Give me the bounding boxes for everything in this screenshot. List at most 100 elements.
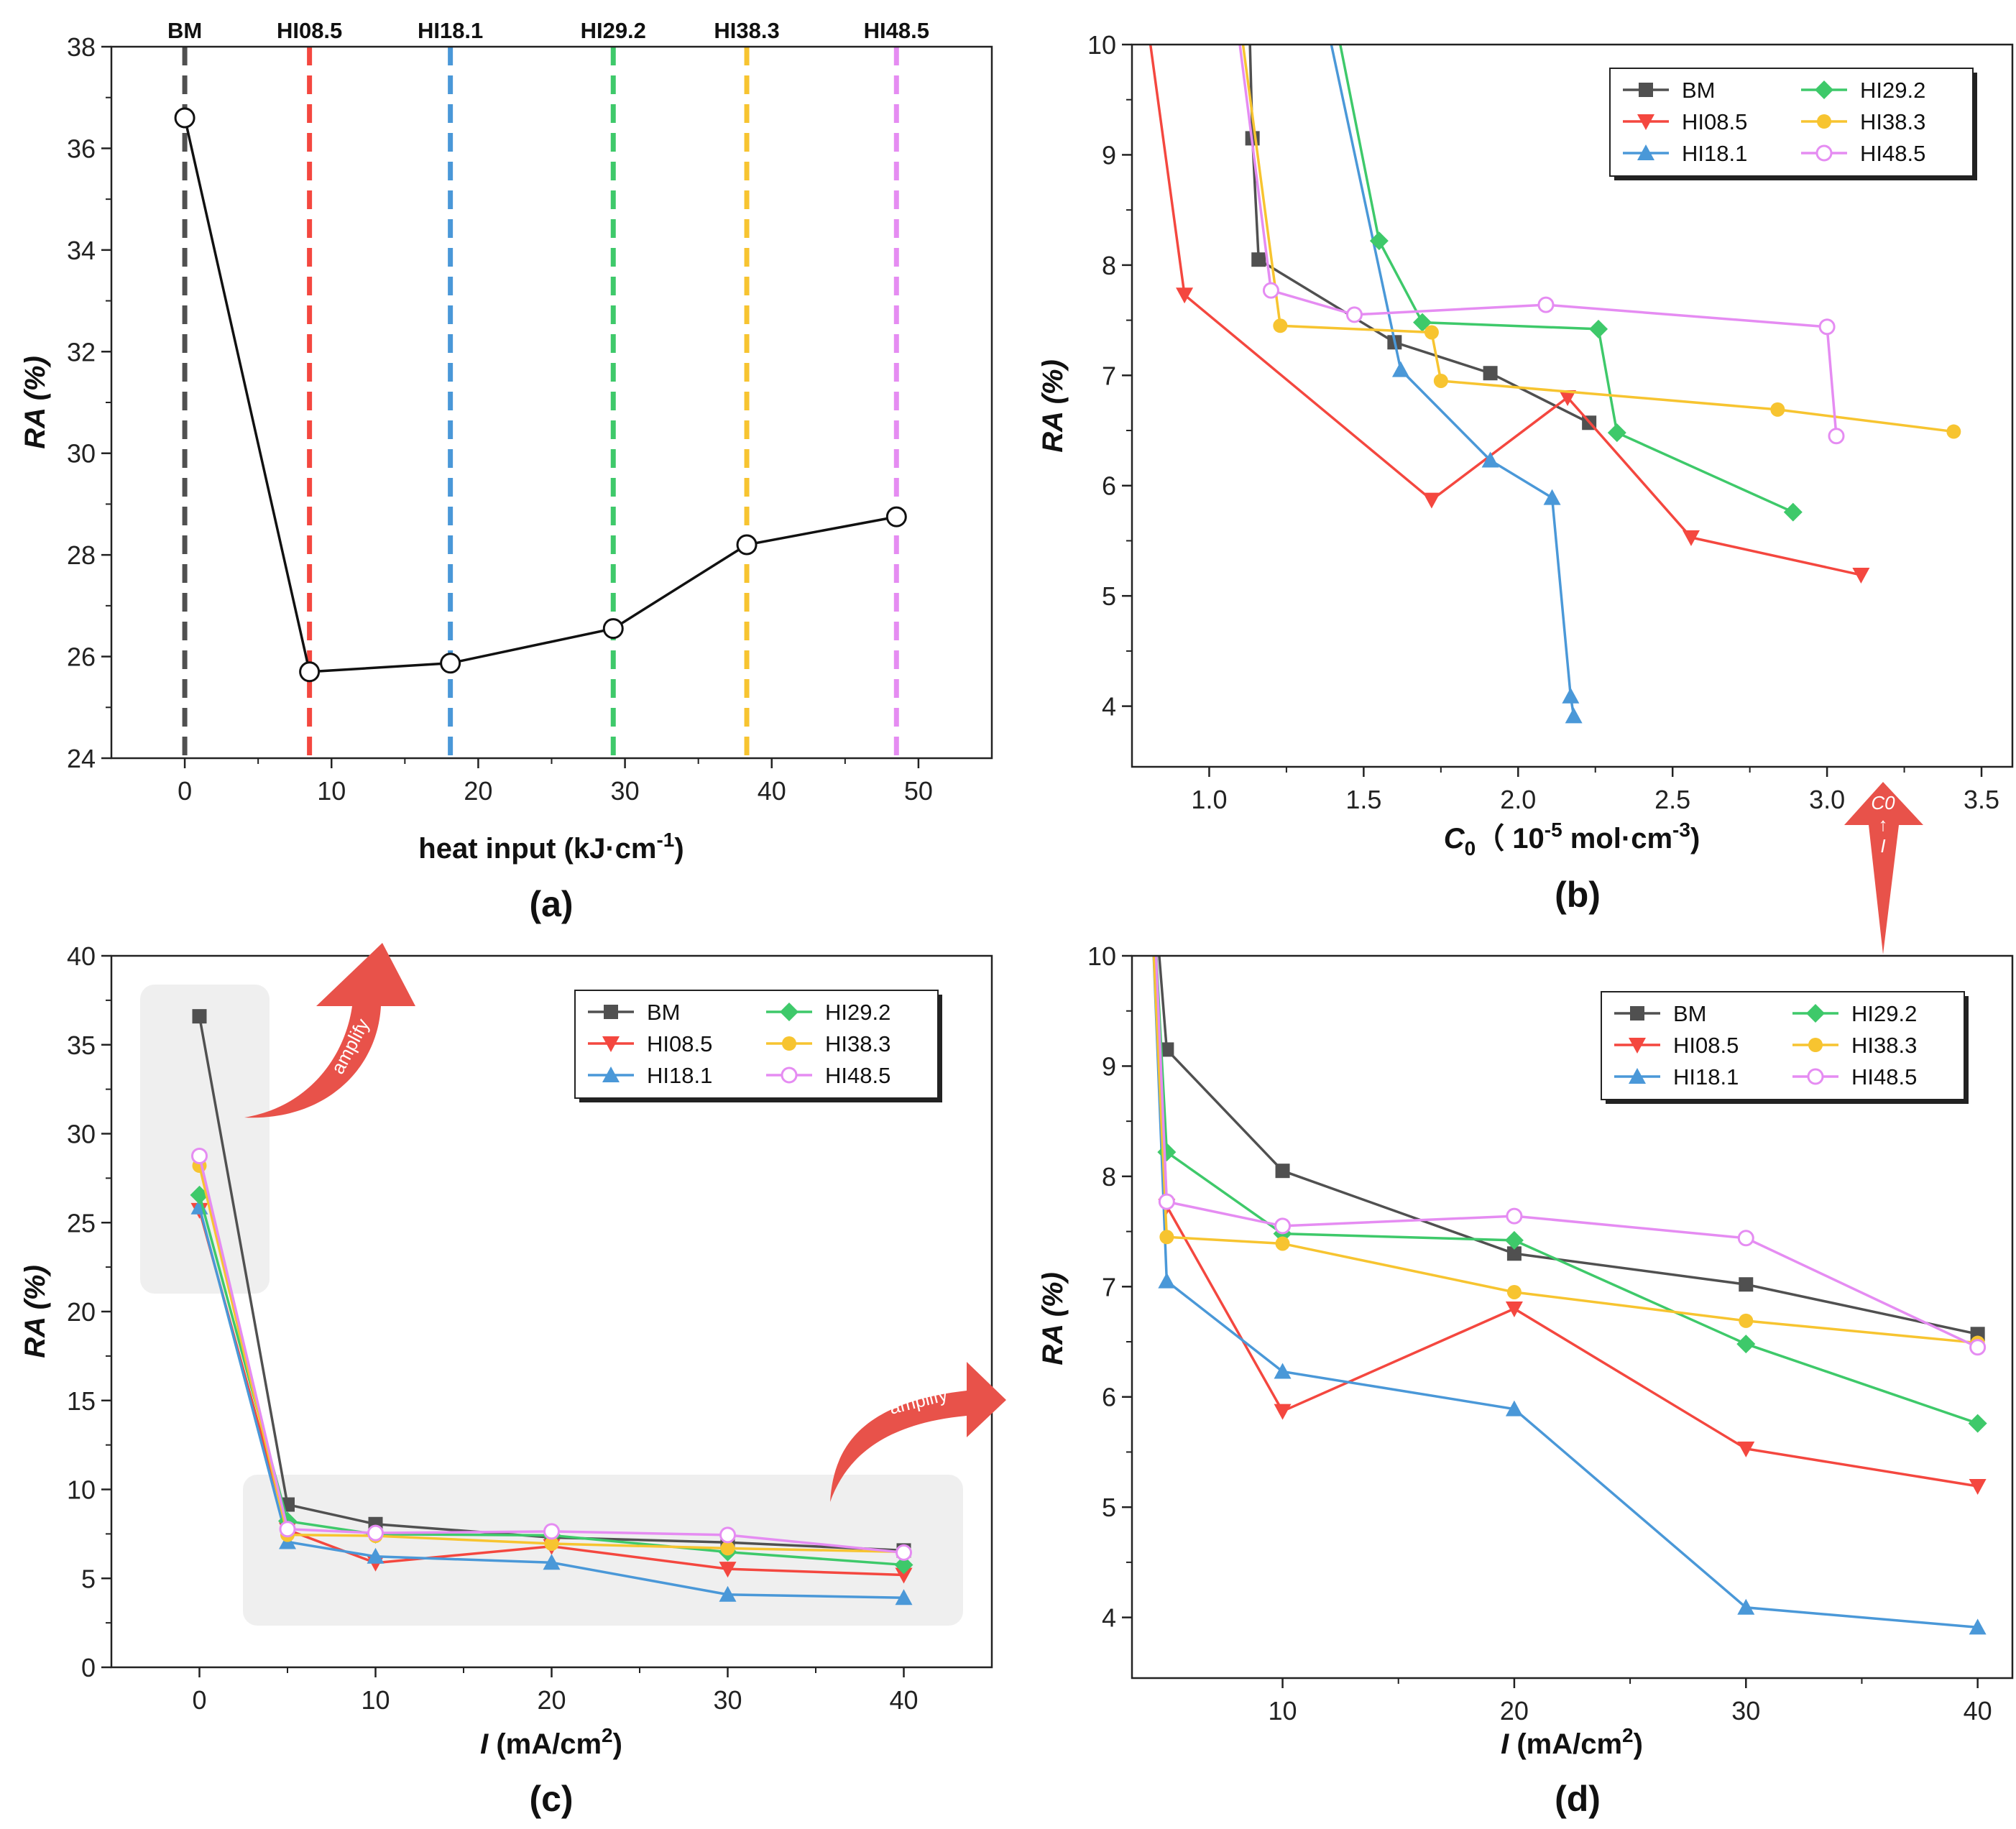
data-point-HI48.5 xyxy=(543,1523,560,1540)
data-point-HI18.1 xyxy=(719,1585,737,1602)
data-point-HI38.3 xyxy=(1739,1313,1754,1328)
data-point-HI08.5 xyxy=(1682,530,1700,546)
data-point-HI29.2 xyxy=(1783,502,1803,522)
axis-ticks-b: 1.0 1.5 2.0 2.5 3.0 3.5 4 5 6 7 8 9 10 xyxy=(1087,30,1999,814)
y-tick-label: 9 xyxy=(1102,140,1116,170)
y-tick-label: 10 xyxy=(1087,30,1116,60)
y-tick-label: 28 xyxy=(67,540,96,570)
y-tick-label: 20 xyxy=(67,1297,96,1327)
y-tick-label: 25 xyxy=(67,1208,96,1238)
legend-label-HI29.2: HI29.2 xyxy=(1851,1001,1917,1026)
data-point-HI29.2 xyxy=(1736,1335,1756,1354)
y-tick-label: 24 xyxy=(67,744,96,773)
data-point-HI29.2 xyxy=(894,1555,913,1575)
y-tick-label: 36 xyxy=(67,134,96,163)
data-point-HI48.5 xyxy=(719,1526,736,1544)
legend-box xyxy=(1601,991,1965,1100)
series-line-HI18.1 xyxy=(1152,956,1978,1629)
highlight-box-left xyxy=(140,985,270,1294)
legend-marker-HI38.3 xyxy=(1808,1038,1823,1052)
chart-panel-d: 10 20 30 40 4 5 6 7 8 9 10 BM HI08.5 HI18.1 HI29.2 HI3… xyxy=(1037,941,2014,1819)
data-point-HI48.5 xyxy=(191,1147,208,1164)
legend-marker-HI38.3 xyxy=(1817,114,1831,129)
legend-label-HI29.2: HI29.2 xyxy=(825,1000,890,1025)
data-point-HI38.3 xyxy=(1506,1284,1522,1299)
x-tick-label: 0 xyxy=(178,776,192,806)
y-tick-label: 4 xyxy=(1102,1603,1116,1633)
arrow-up-glyph: ↑ xyxy=(1879,814,1888,835)
data-point-BM xyxy=(1506,1246,1522,1261)
legend-label-HI38.3: HI38.3 xyxy=(1851,1033,1917,1058)
legend-label-HI48.5: HI48.5 xyxy=(1851,1064,1917,1089)
data-point-RA xyxy=(174,107,195,129)
panel-label-b: (b) xyxy=(1555,875,1601,915)
reference-label: HI38.3 xyxy=(714,18,779,43)
data-point-HI48.5 xyxy=(1158,1193,1175,1210)
data-point-HI48.5 xyxy=(1506,1207,1523,1225)
plot-frame-b xyxy=(1131,43,2014,768)
legend-marker-BM xyxy=(604,1005,618,1019)
legend-label-BM: BM xyxy=(647,1000,681,1025)
legend-d: BM HI08.5 HI18.1 HI29.2 HI38.3 HI48.5 xyxy=(1601,991,1969,1104)
x-tick-label: 20 xyxy=(537,1685,566,1715)
legend-label-HI18.1: HI18.1 xyxy=(647,1063,712,1088)
y-tick-label: 6 xyxy=(1102,1383,1116,1412)
legend-marker-HI48.5 xyxy=(1815,144,1833,162)
legend-label-HI18.1: HI18.1 xyxy=(1682,141,1747,166)
panel-label-d: (d) xyxy=(1555,1779,1601,1819)
data-point-HI18.1 xyxy=(1543,489,1561,505)
data-point-HI48.5 xyxy=(1262,282,1279,299)
data-point-HI48.5 xyxy=(1274,1217,1292,1235)
data-point-HI18.1 xyxy=(1481,451,1499,468)
legend-marker-HI08.5 xyxy=(1629,1038,1646,1054)
legend-label-HI38.3: HI38.3 xyxy=(1860,109,1925,134)
x-tick-label: 30 xyxy=(713,1685,742,1715)
data-point-HI38.3 xyxy=(1275,1236,1290,1251)
y-tick-label: 7 xyxy=(1102,1272,1116,1302)
x-tick-label: 10 xyxy=(361,1685,390,1715)
x-tick-label: 10 xyxy=(317,776,346,806)
y-tick-label: 38 xyxy=(67,32,96,62)
y-axis-title-b: RA (%) xyxy=(1037,359,1069,453)
legend-marker-BM xyxy=(1639,83,1653,97)
data-point-HI18.1 xyxy=(895,1589,913,1605)
amplify-arrow-top: amplify xyxy=(244,943,415,1118)
legend-marker-HI38.3 xyxy=(782,1036,796,1051)
y-tick-label: 8 xyxy=(1102,251,1116,280)
x-tick-label: 1.5 xyxy=(1345,785,1381,814)
axis-ticks-c: 0 10 20 30 40 0 5 10 15 20 25 30 35 40 xyxy=(67,941,919,1715)
data-point-HI48.5 xyxy=(1737,1230,1754,1247)
plot-area-a xyxy=(174,47,907,758)
series-line-HI48.5 xyxy=(1154,956,1979,1349)
data-point-HI48.5 xyxy=(1969,1339,1987,1356)
data-point-HI08.5 xyxy=(1737,1441,1755,1457)
data-point-RA xyxy=(440,653,461,674)
series-line-HI48.5 xyxy=(1238,45,1838,436)
y-axis-title-d: RA (%) xyxy=(1037,1272,1069,1365)
series-line-BM xyxy=(1158,956,1979,1335)
reference-label: HI48.5 xyxy=(864,18,929,43)
plot-area-c xyxy=(190,1009,913,1605)
series-line-HI38.3 xyxy=(1152,956,1978,1345)
x-tick-label: 40 xyxy=(889,1685,918,1715)
y-axis-title-a: RA (%) xyxy=(19,356,51,449)
legend-label-HI29.2: HI29.2 xyxy=(1860,78,1925,103)
data-point-HI18.1 xyxy=(1737,1598,1755,1615)
series-line-HI18.1 xyxy=(198,1207,904,1599)
legend-marker-BM xyxy=(1630,1006,1644,1021)
series-line-BM xyxy=(1248,45,1590,424)
data-point-HI48.5 xyxy=(1537,296,1555,313)
y-tick-label: 5 xyxy=(1102,581,1116,611)
data-point-HI38.3 xyxy=(720,1541,735,1556)
x-axis-title-b: C0（ 10-5 mol·cm-3) xyxy=(1444,819,1700,860)
data-point-HI29.2 xyxy=(1369,231,1389,251)
reference-label: HI18.1 xyxy=(418,18,483,43)
data-point-HI18.1 xyxy=(1562,687,1580,704)
data-point-HI48.5 xyxy=(367,1524,384,1542)
chart-panel-c: 0 10 20 30 40 0 5 10 15 20 25 30 35 40 BM HI08.5 HI18.1… xyxy=(19,941,993,1819)
x-tick-label: 20 xyxy=(1500,1696,1529,1726)
y-tick-label: 5 xyxy=(81,1564,96,1593)
x-tick-label: 2.0 xyxy=(1500,785,1536,814)
y-tick-label: 34 xyxy=(67,236,96,265)
